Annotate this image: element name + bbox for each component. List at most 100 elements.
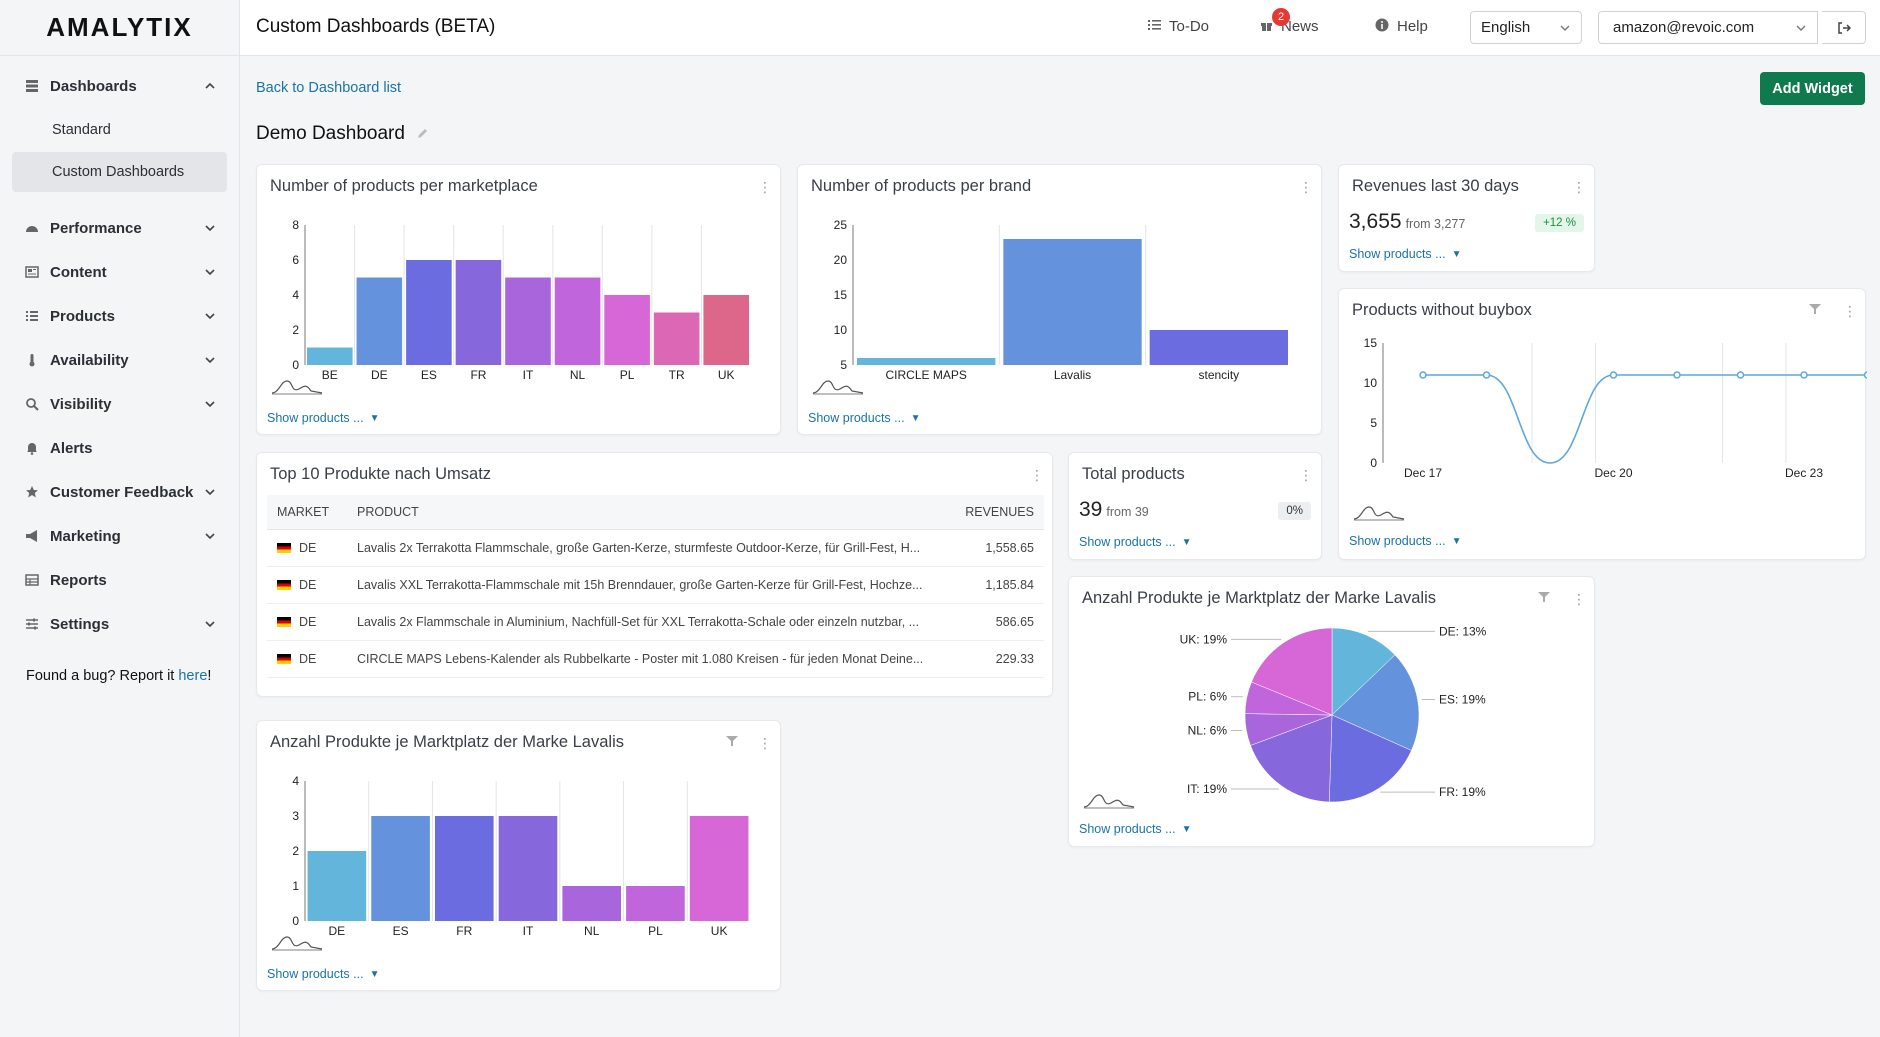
show-products-link[interactable]: Show products ... ▼ (808, 411, 920, 425)
data-point (1609, 371, 1618, 379)
back-to-dashboard-list-link[interactable]: Back to Dashboard list (256, 80, 402, 96)
pie-slice (1329, 714, 1412, 803)
kebab-menu-icon[interactable]: ⋮ (758, 735, 772, 751)
product-cell[interactable]: Lavalis XXL Terrakotta-Flammschale mit 1… (347, 566, 944, 604)
product-cell[interactable]: CIRCLE MAPS Lebens-Kalender als Rubbelka… (347, 640, 944, 678)
table-row[interactable]: DE CIRCLE MAPS Lebens-Kalender als Rubbe… (267, 640, 1044, 678)
sidebar-item-performance[interactable]: Performance (0, 206, 239, 250)
x-tick-label: DE (329, 924, 346, 938)
filter-icon[interactable] (726, 735, 738, 750)
news-label: News (1281, 18, 1319, 35)
x-tick-label: ES (393, 924, 409, 938)
kebab-menu-icon[interactable]: ⋮ (1299, 179, 1313, 195)
sparkline-icon[interactable] (812, 379, 864, 395)
logout-icon (1837, 21, 1851, 34)
sidebar-item-content[interactable]: Content (0, 250, 239, 294)
show-products-link[interactable]: Show products ... ▼ (1349, 247, 1461, 261)
kebab-menu-icon[interactable]: ⋮ (1572, 179, 1586, 195)
column-header-market[interactable]: MARKET (267, 495, 347, 530)
show-products-label: Show products ... (1349, 247, 1446, 261)
sidebar-item-label: Availability (50, 351, 129, 369)
newspaper-icon (24, 264, 40, 280)
show-products-link[interactable]: Show products ... ▼ (1079, 535, 1191, 549)
sparkline-icon[interactable] (1083, 793, 1135, 809)
pie-slice (1251, 627, 1333, 716)
product-cell[interactable]: Lavalis 2x Terrakotta Flammschale, große… (347, 529, 944, 567)
sidebar-item-reports[interactable]: Reports (0, 558, 239, 602)
x-tick-label: Dec 20 (1594, 466, 1632, 480)
todo-label: To-Do (1169, 18, 1210, 35)
bar (307, 851, 367, 921)
sidebar-item-products[interactable]: Products (0, 294, 239, 338)
bar (498, 816, 558, 921)
sidebar-item-visibility[interactable]: Visibility (0, 382, 239, 426)
show-products-label: Show products ... (267, 967, 364, 981)
y-tick-label: 2 (292, 844, 299, 858)
app-logo[interactable]: AMALYTIX (0, 0, 239, 56)
column-header-revenues[interactable]: REVENUES (944, 495, 1044, 530)
market-value: DE (299, 651, 317, 666)
x-tick-label: UK (718, 368, 735, 382)
account-select[interactable]: amazon@revoic.com (1598, 11, 1818, 44)
sidebar-item-standard[interactable]: Standard (52, 122, 111, 138)
kebab-menu-icon[interactable]: ⋮ (1299, 467, 1313, 483)
bug-report-link[interactable]: here (178, 668, 208, 684)
logout-button[interactable] (1822, 11, 1866, 44)
revenue-cell: 586.65 (944, 603, 1044, 641)
product-cell[interactable]: Lavalis 2x Flammschale in Aluminium, Nac… (347, 603, 944, 641)
kebab-menu-icon[interactable]: ⋮ (1572, 591, 1586, 607)
sidebar-item-custom-dashboards[interactable]: Custom Dashboards (12, 152, 227, 192)
bar (554, 277, 601, 365)
filter-icon[interactable] (1538, 591, 1550, 606)
sidebar-item-label: Products (50, 307, 116, 325)
sidebar-item-marketing[interactable]: Marketing (0, 514, 239, 558)
sidebar-item-label: Performance (50, 219, 142, 237)
pencil-icon[interactable] (417, 127, 429, 142)
x-tick-label: ES (421, 368, 437, 382)
bar (1149, 330, 1288, 365)
column-header-product[interactable]: PRODUCT (347, 495, 944, 530)
todo-link[interactable]: To-Do (1148, 18, 1209, 35)
table-row[interactable]: DE Lavalis 2x Terrakotta Flammschale, gr… (267, 529, 1044, 567)
pie-slice (1331, 654, 1420, 751)
sparkline-icon[interactable] (1353, 505, 1405, 521)
help-link[interactable]: Help (1375, 18, 1428, 35)
widget-title: Anzahl Produkte je Marktplatz der Marke … (270, 733, 624, 751)
sidebar-item-alerts[interactable]: Alerts (0, 426, 239, 470)
table-row[interactable]: DE Lavalis 2x Flammschale in Aluminium, … (267, 603, 1044, 641)
list-icon (24, 308, 40, 324)
show-products-link[interactable]: Show products ... ▼ (1349, 534, 1461, 548)
show-products-link[interactable]: Show products ... ▼ (1079, 822, 1191, 836)
x-tick-label: NL (584, 924, 600, 938)
sparkline-icon[interactable] (271, 379, 323, 395)
language-select[interactable]: English (1470, 11, 1582, 44)
show-products-label: Show products ... (267, 411, 364, 425)
table-row[interactable]: DE Lavalis XXL Terrakotta-Flammschale mi… (267, 566, 1044, 604)
table-icon (24, 572, 40, 588)
sidebar-item-availability[interactable]: Availability (0, 338, 239, 382)
data-point (1736, 371, 1745, 379)
widget-title: Anzahl Produkte je Marktplatz der Marke … (1082, 589, 1436, 607)
filter-icon[interactable] (1809, 303, 1821, 318)
x-tick-label: Lavalis (1054, 368, 1091, 382)
list-icon (1148, 19, 1161, 34)
data-point (1419, 371, 1427, 379)
kebab-menu-icon[interactable]: ⋮ (758, 179, 772, 195)
data-point (1800, 371, 1808, 379)
show-products-link[interactable]: Show products ... ▼ (267, 411, 379, 425)
y-tick-label: 0 (292, 358, 299, 372)
x-tick-label: IT (523, 924, 534, 938)
sidebar-item-customer-feedback[interactable]: Customer Feedback (0, 470, 239, 514)
kebab-menu-icon[interactable]: ⋮ (1030, 467, 1044, 483)
bar (356, 277, 403, 365)
page-title: Custom Dashboards (BETA) (256, 16, 496, 37)
chevron-down-icon (205, 401, 215, 408)
show-products-link[interactable]: Show products ... ▼ (267, 967, 379, 981)
add-widget-button[interactable]: Add Widget (1760, 72, 1865, 105)
kebab-menu-icon[interactable]: ⋮ (1843, 303, 1857, 319)
sidebar-item-settings[interactable]: Settings (0, 602, 239, 646)
sparkline-icon[interactable] (271, 935, 323, 951)
language-value: English (1481, 19, 1531, 36)
sidebar-item-dashboards[interactable]: Dashboards (0, 64, 239, 108)
news-link[interactable]: 2 News (1260, 8, 1319, 35)
